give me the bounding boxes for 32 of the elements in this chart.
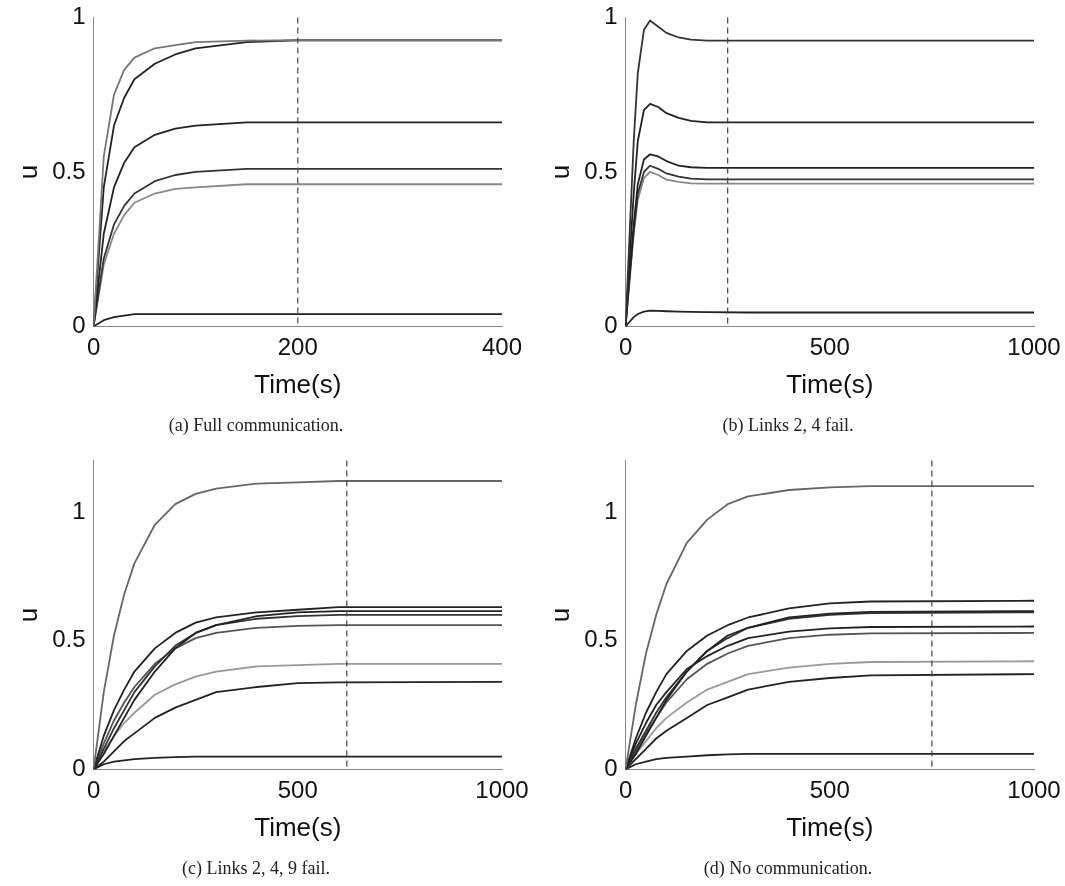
y-tick-label: 1: [604, 496, 618, 524]
x-axis-title: Time(s): [786, 811, 874, 842]
y-tick-label: 0.5: [584, 625, 618, 653]
x-tick-label: 500: [809, 776, 850, 804]
y-tick-label: 1: [72, 496, 86, 524]
x-tick-label: 1000: [1007, 333, 1061, 361]
text: (b) Links 2, 4 fail.: [722, 414, 854, 436]
text: (d) No communication.: [703, 857, 873, 879]
y-axis-title: u: [544, 164, 575, 180]
x-axis-title: Time(s): [254, 368, 342, 399]
x-tick-label: 200: [277, 333, 318, 361]
x-tick-label: 1000: [1007, 776, 1061, 804]
x-tick-label: 500: [277, 776, 318, 804]
x-tick-label: 400: [481, 333, 523, 361]
y-tick-label: 1: [604, 2, 618, 30]
y-tick-label: 1: [72, 2, 86, 30]
y-tick-label: 0: [604, 754, 618, 782]
x-tick-label: 500: [809, 333, 850, 361]
x-axis-title: Time(s): [786, 368, 874, 399]
y-axis-title: u: [12, 607, 43, 623]
y-tick-label: 0: [72, 311, 86, 339]
text: (c) Links 2, 4, 9 fail.: [182, 857, 330, 879]
text: (a) Full communication.: [168, 414, 344, 436]
y-axis-title: u: [544, 607, 575, 623]
y-tick-label: 0.5: [52, 625, 86, 653]
y-tick-label: 0: [72, 754, 86, 782]
y-axis-title: u: [12, 164, 43, 180]
x-axis-title: Time(s): [254, 811, 342, 842]
y-tick-label: 0.5: [584, 156, 618, 184]
y-tick-label: 0.5: [52, 156, 86, 184]
y-tick-label: 0: [604, 311, 618, 339]
x-tick-label: 1000: [475, 776, 529, 804]
